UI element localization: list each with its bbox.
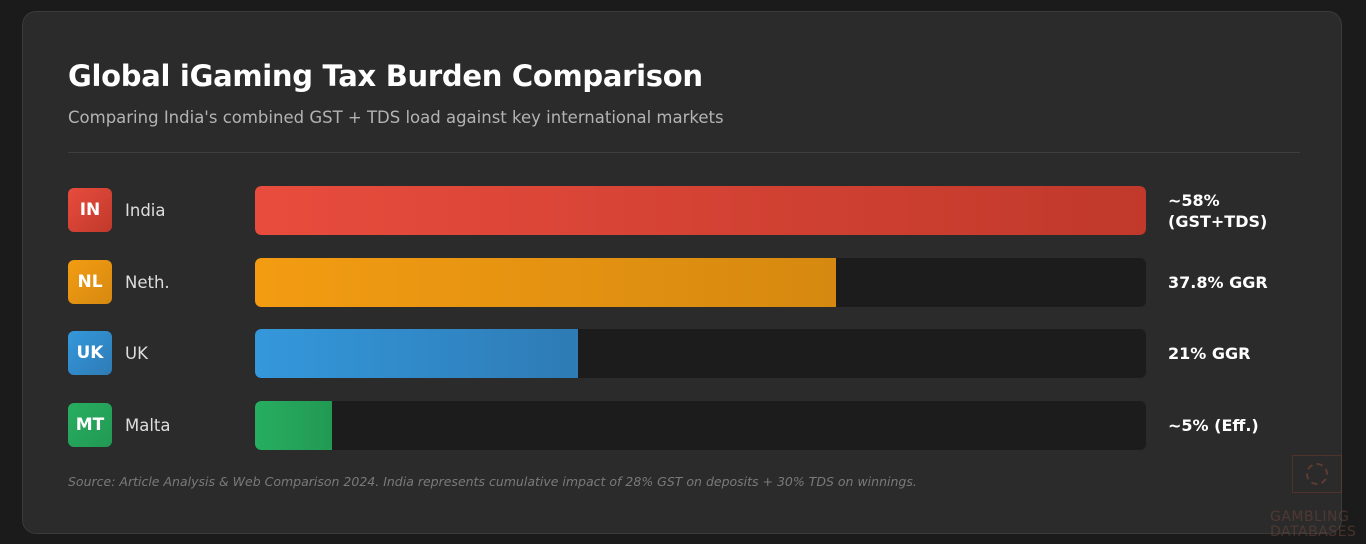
dice-logo-icon [1292, 455, 1342, 493]
bar-malta [255, 400, 332, 450]
country-code-badge: MT [68, 402, 112, 447]
country-code-badge: IN [68, 188, 112, 232]
data-label: ~5% (Eff.) [1168, 415, 1259, 435]
bar-row-netherlands: NL Neth. 37.8% GGR [68, 257, 1300, 307]
watermark-logo: GAMBLING DATABASES [1266, 455, 1366, 544]
data-label: 37.8% GGR [1168, 272, 1268, 292]
chart-subtitle: Comparing India's combined GST + TDS loa… [68, 108, 724, 127]
bar-row-uk: UK UK 21% GGR [68, 329, 1300, 378]
data-label: ~58% (GST+TDS) [1168, 190, 1268, 231]
bar-track [255, 257, 1146, 307]
category-label: India [125, 201, 166, 220]
category-label: Neth. [125, 272, 170, 292]
watermark-text: GAMBLING DATABASES [1270, 509, 1357, 540]
bar-uk [255, 329, 578, 378]
bar-track [255, 400, 1146, 450]
category-label: UK [125, 344, 148, 363]
country-code-badge: NL [68, 259, 112, 304]
bar-row-india: IN India ~58% (GST+TDS) [68, 186, 1300, 235]
chart-card: Global iGaming Tax Burden Comparison Com… [22, 11, 1342, 534]
bar-track [255, 186, 1146, 235]
source-note: Source: Article Analysis & Web Compariso… [68, 474, 917, 489]
bar-netherlands [255, 257, 836, 307]
bar-row-malta: MT Malta ~5% (Eff.) [68, 400, 1300, 450]
bar-rows: IN India ~58% (GST+TDS) NL Neth. 37.8% G… [68, 186, 1300, 472]
chart-title: Global iGaming Tax Burden Comparison [68, 59, 703, 93]
divider [68, 152, 1300, 153]
category-label: Malta [125, 415, 171, 435]
bar-india [255, 186, 1146, 235]
country-code-badge: UK [68, 331, 112, 375]
bar-track [255, 329, 1146, 378]
data-label: 21% GGR [1168, 344, 1251, 363]
